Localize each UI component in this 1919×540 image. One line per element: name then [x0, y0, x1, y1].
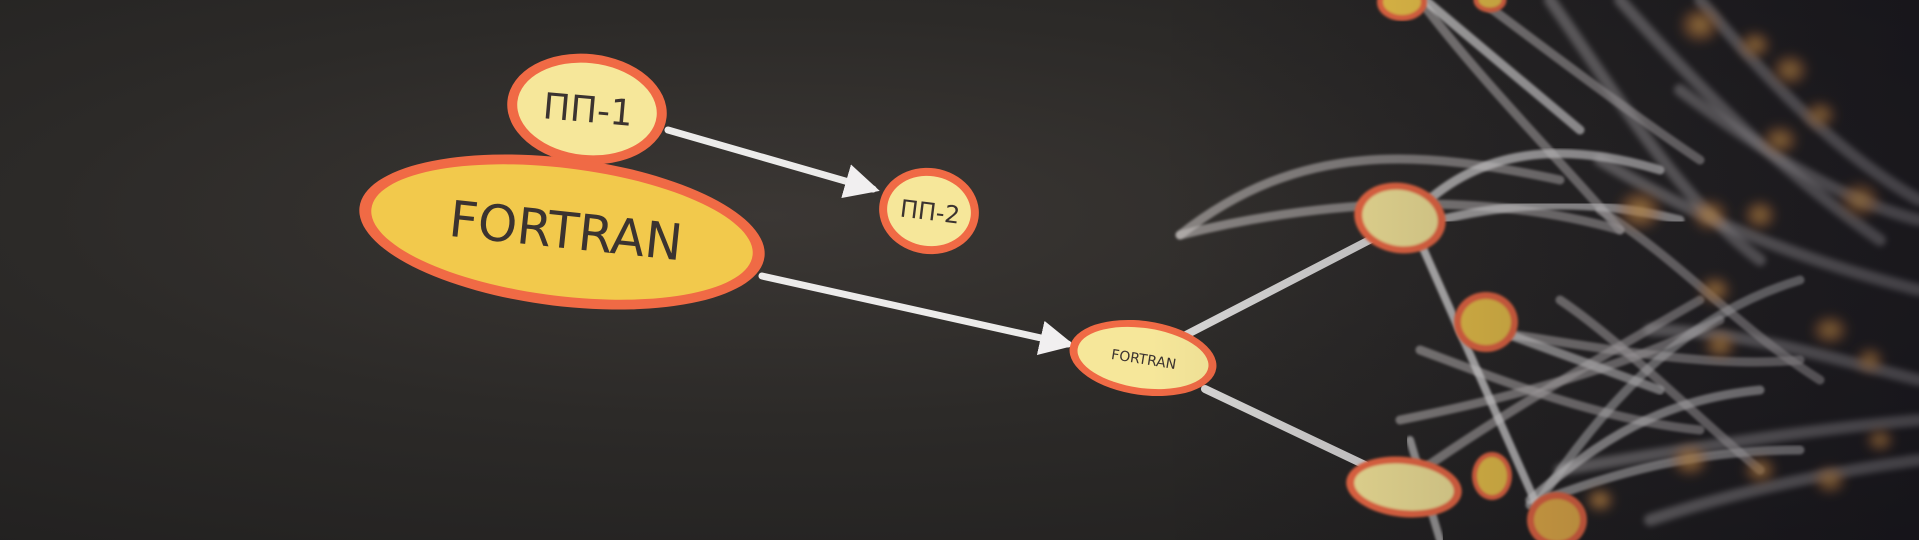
background-nodes — [1586, 7, 1894, 512]
edge-fortran-fortran — [758, 272, 1075, 356]
background-edges — [1175, 0, 1919, 526]
edge-fortran-node-b — [1201, 385, 1369, 469]
edge-pp1-pp2 — [664, 126, 880, 199]
successor-nodes — [1346, 182, 1587, 540]
top-partial-nodes — [1377, 0, 1507, 21]
node-pp1: ПП-1 — [507, 53, 667, 165]
node-fortran-small: FORTRAN — [1069, 319, 1217, 397]
node-fortran-big: FORTRAN — [359, 154, 765, 310]
node-d — [1472, 452, 1512, 500]
node-pp1-label: ПП-1 — [541, 86, 634, 135]
edge-node-a-hub — [1411, 226, 1546, 521]
node-a — [1354, 182, 1446, 254]
node-hub — [1527, 492, 1587, 540]
node-c — [1454, 292, 1518, 352]
edge-fortran-node-a — [1176, 228, 1389, 342]
node-pp2: ПП-2 — [879, 167, 979, 255]
node-b — [1346, 456, 1462, 518]
edge-top-right — [1420, 0, 1585, 135]
